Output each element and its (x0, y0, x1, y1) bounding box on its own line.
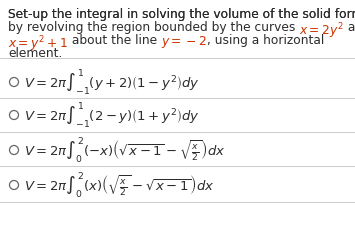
Text: $x = y^2 + 1$: $x = y^2 + 1$ (8, 34, 68, 54)
Text: by revolving the region bounded by the curves: by revolving the region bounded by the c… (8, 21, 299, 34)
Text: and: and (344, 21, 355, 34)
Text: Set-up the integral in solving the volume of the solid formed: Set-up the integral in solving the volum… (8, 8, 355, 21)
Text: about the line: about the line (68, 34, 161, 47)
Text: Set-up the integral in solving the volume of the solid formed: Set-up the integral in solving the volum… (8, 8, 355, 21)
Text: element.: element. (8, 47, 62, 60)
Text: $V = 2\pi \int_{0}^{2} (-x) \left(\sqrt{x-1} - \sqrt{\frac{x}{2}}\right) dx$: $V = 2\pi \int_{0}^{2} (-x) \left(\sqrt{… (23, 135, 225, 165)
Text: $V = 2\pi \int_{-1}^{1} (2 - y) \left(1 + y^2\right) dy$: $V = 2\pi \int_{-1}^{1} (2 - y) \left(1 … (23, 100, 200, 130)
Text: $x = 2y^2$: $x = 2y^2$ (299, 21, 344, 41)
Text: $V = 2\pi \int_{-1}^{1} (y + 2) \left(1 - y^2\right) dy$: $V = 2\pi \int_{-1}^{1} (y + 2) \left(1 … (23, 67, 200, 97)
Text: , using a horizontal: , using a horizontal (207, 34, 324, 47)
Text: $V = 2\pi \int_{0}^{2} (x) \left(\sqrt{\frac{x}{2}} - \sqrt{x-1}\right) dx$: $V = 2\pi \int_{0}^{2} (x) \left(\sqrt{\… (23, 170, 214, 200)
Text: $y = -2$: $y = -2$ (161, 34, 207, 50)
